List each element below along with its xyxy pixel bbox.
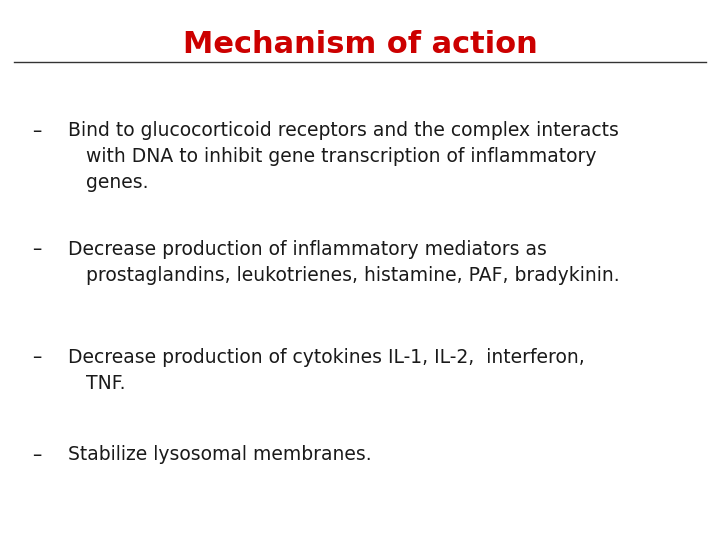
Text: –: – [32, 122, 42, 140]
Text: Decrease production of inflammatory mediators as
   prostaglandins, leukotrienes: Decrease production of inflammatory medi… [68, 240, 620, 285]
Text: –: – [32, 240, 42, 259]
Text: Bind to glucocorticoid receptors and the complex interacts
   with DNA to inhibi: Bind to glucocorticoid receptors and the… [68, 122, 619, 192]
Text: –: – [32, 348, 42, 367]
Text: Stabilize lysosomal membranes.: Stabilize lysosomal membranes. [68, 446, 372, 464]
Text: –: – [32, 446, 42, 464]
Text: Mechanism of action: Mechanism of action [183, 30, 537, 59]
Text: Decrease production of cytokines IL-1, IL-2,  interferon,
   TNF.: Decrease production of cytokines IL-1, I… [68, 348, 585, 393]
